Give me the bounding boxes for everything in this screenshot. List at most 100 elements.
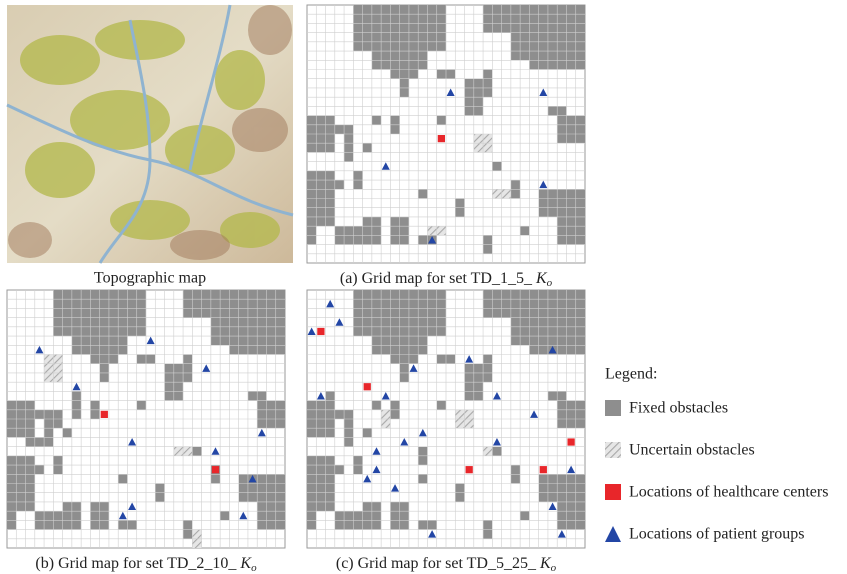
patient-group <box>391 484 400 492</box>
panel-caption: (a) Grid map for set TD_1_5_ Ko <box>340 270 553 289</box>
fixed-obstacle <box>418 189 428 199</box>
patient-group <box>72 382 81 391</box>
fixed-obstacle <box>557 400 585 429</box>
patient-group <box>530 410 539 418</box>
legend-label: Locations of patient groups <box>629 526 805 543</box>
legend-icon <box>605 400 621 416</box>
patient-group <box>492 438 501 446</box>
legend-label: Fixed obstacles <box>629 400 728 417</box>
fixed-obstacle <box>34 465 45 475</box>
patient-group <box>539 180 548 189</box>
fixed-obstacle <box>390 354 419 364</box>
patient-group <box>335 318 344 326</box>
fixed-obstacle <box>371 115 382 125</box>
fixed-obstacle <box>557 216 585 245</box>
patient-group <box>146 336 155 345</box>
uncertain-obstacle <box>483 446 493 456</box>
patient-group <box>128 502 137 511</box>
legend-icon <box>605 442 621 458</box>
fixed-obstacle <box>436 400 446 410</box>
fixed-obstacle <box>483 354 493 383</box>
fixed-obstacle <box>44 419 54 447</box>
caption-part: o <box>547 277 553 289</box>
legend-label: Uncertain obstacles <box>629 442 755 459</box>
fixed-obstacle <box>183 290 285 318</box>
fixed-obstacle <box>483 290 585 318</box>
fixed-obstacle <box>90 354 119 364</box>
patient-group <box>548 345 557 354</box>
patient-group <box>35 345 44 354</box>
fixed-obstacle <box>344 419 354 447</box>
fixed-obstacle <box>238 474 285 502</box>
caption-part: (a) Grid map for set TD_1_5_ <box>340 270 533 287</box>
patient-group <box>557 530 566 538</box>
patient-group <box>567 465 576 474</box>
patient-group <box>446 88 455 97</box>
patient-group <box>372 465 381 474</box>
caption-part: K <box>539 555 552 572</box>
fixed-obstacle <box>557 501 585 530</box>
fixed-obstacle <box>520 511 530 521</box>
panel-caption: (b) Grid map for set TD_2_10_ Ko <box>35 555 257 574</box>
patient-group <box>239 511 248 520</box>
healthcare-center <box>437 135 445 143</box>
healthcare-center <box>211 466 220 474</box>
fixed-obstacle <box>371 400 382 410</box>
fixed-obstacle <box>136 400 146 410</box>
fixed-obstacle <box>334 180 345 190</box>
healthcare-center <box>465 466 473 474</box>
patient-group <box>363 474 372 483</box>
caption-part: o <box>251 562 257 574</box>
caption-part: o <box>551 562 557 574</box>
patient-group <box>326 299 335 308</box>
fixed-obstacle <box>483 69 493 98</box>
patient-group <box>428 235 437 244</box>
patient-group <box>128 438 137 446</box>
fixed-obstacle <box>538 474 585 502</box>
fixed-obstacle <box>344 134 354 162</box>
caption-part: (c) Grid map for set TD_5_25_ <box>336 555 537 572</box>
legend-label: Locations of healthcare centers <box>629 484 828 501</box>
patient-group <box>381 391 390 400</box>
fixed-obstacle <box>257 501 285 530</box>
patient-group <box>372 447 381 455</box>
caption-part: K <box>239 555 252 572</box>
grid-map <box>306 289 586 549</box>
legend-icon <box>605 484 621 500</box>
patient-group <box>409 364 418 372</box>
patient-group <box>465 355 474 363</box>
grid-map <box>6 289 286 549</box>
caption-part: K <box>535 270 548 287</box>
patient-group <box>257 428 266 437</box>
fixed-obstacle <box>483 5 585 33</box>
patient-group <box>316 391 325 400</box>
panel-caption: (c) Grid map for set TD_5_25_ Ko <box>336 555 557 574</box>
fixed-obstacle <box>257 400 285 429</box>
fixed-obstacle <box>520 226 530 236</box>
fixed-obstacle <box>492 446 502 456</box>
fixed-obstacle <box>492 161 502 171</box>
healthcare-center <box>100 410 108 418</box>
healthcare-center <box>317 327 325 336</box>
fixed-obstacle <box>362 143 372 153</box>
patient-group <box>307 327 316 335</box>
fixed-obstacle <box>390 69 419 79</box>
grid-map <box>306 4 586 264</box>
patient-group <box>381 162 390 170</box>
patient-group <box>418 428 427 437</box>
healthcare-center <box>567 438 575 446</box>
legend-icon <box>605 526 621 542</box>
patient-group <box>248 474 257 483</box>
fixed-obstacle <box>334 465 345 475</box>
fixed-obstacle <box>62 428 72 438</box>
patient-group <box>211 447 220 455</box>
fixed-obstacle <box>183 354 193 383</box>
patient-group <box>492 391 501 400</box>
fixed-obstacle <box>220 511 230 521</box>
patient-group <box>539 88 548 97</box>
fixed-obstacle <box>362 428 372 438</box>
patient-group <box>118 511 127 520</box>
patient-group <box>428 530 437 538</box>
patient-group <box>548 502 557 511</box>
